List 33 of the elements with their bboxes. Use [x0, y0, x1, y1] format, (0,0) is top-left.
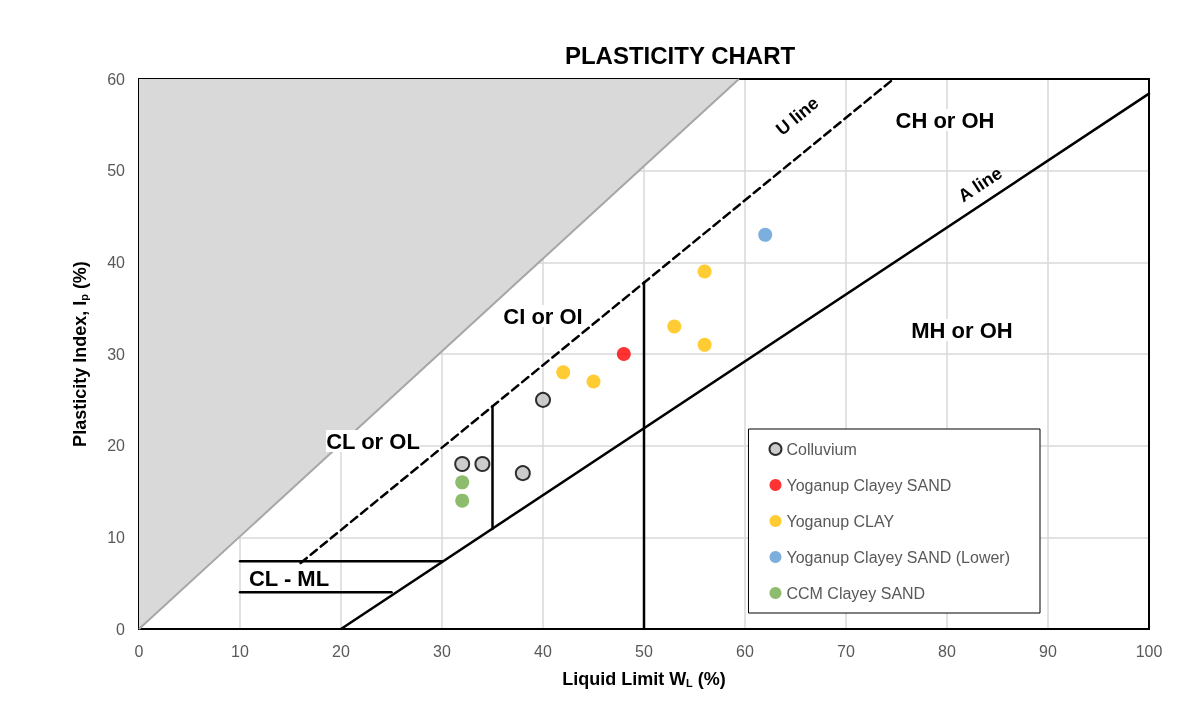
x-tick-label: 0: [134, 642, 144, 660]
annotation: CH or OH: [895, 107, 995, 133]
x-tick-label: 70: [837, 642, 855, 660]
legend-label: Yoganup Clayey SAND: [786, 476, 952, 494]
y-tick-label: 10: [107, 528, 126, 546]
x-tick-label: 10: [231, 642, 249, 660]
annotation: CL or OL: [326, 428, 420, 454]
y-tick-label: 60: [107, 70, 126, 88]
x-tick-label: 20: [332, 642, 350, 660]
annotation: CI or OI: [503, 303, 583, 329]
legend-label: CCM Clayey SAND: [786, 584, 926, 602]
legend-label: Yoganup CLAY: [786, 512, 895, 530]
y-tick-label: 50: [107, 162, 126, 180]
y-tick-label: 40: [107, 253, 126, 271]
annotation: A line: [954, 162, 1006, 207]
x-tick-label: 80: [938, 642, 956, 660]
annotation: MH or OH: [911, 317, 1013, 343]
annotation: U line: [772, 92, 823, 140]
y-tick-label: 30: [107, 345, 126, 363]
legend-label: Yoganup Clayey SAND (Lower): [786, 548, 1011, 566]
y-axis-title: Plasticity Index, Ip (%): [69, 261, 90, 447]
x-tick-label: 90: [1039, 642, 1057, 660]
chart-title: PLASTICITY CHART: [564, 41, 796, 69]
x-tick-label: 50: [635, 642, 653, 660]
annotation: CL - ML: [248, 565, 330, 591]
x-tick-label: 40: [534, 642, 552, 660]
x-tick-label: 100: [1135, 642, 1163, 660]
y-tick-label: 20: [107, 437, 126, 455]
x-tick-label: 60: [736, 642, 754, 660]
x-axis-title: Liquid Limit WL (%): [562, 668, 726, 689]
x-tick-label: 30: [433, 642, 451, 660]
legend-label: Colluvium: [786, 440, 857, 458]
y-tick-label: 0: [116, 620, 126, 638]
